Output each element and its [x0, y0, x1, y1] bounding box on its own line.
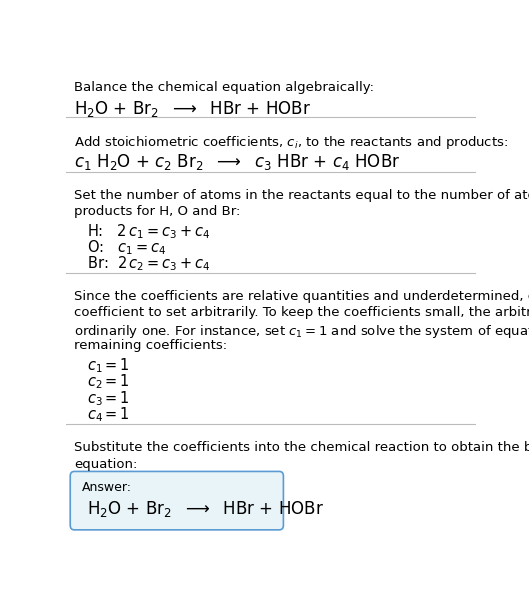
Text: $c_3 = 1$: $c_3 = 1$ [87, 389, 130, 408]
Text: $c_1 = 1$: $c_1 = 1$ [87, 356, 130, 375]
Text: $c_4 = 1$: $c_4 = 1$ [87, 405, 130, 424]
Text: $c_1$ H$_2$O + $c_2$ Br$_2$  $\longrightarrow$  $c_3$ HBr + $c_4$ HOBr: $c_1$ H$_2$O + $c_2$ Br$_2$ $\longrighta… [74, 152, 400, 172]
Text: Answer:: Answer: [81, 481, 132, 493]
Text: $c_2 = 1$: $c_2 = 1$ [87, 373, 130, 392]
Text: equation:: equation: [74, 458, 138, 470]
Text: H$_2$O + Br$_2$  $\longrightarrow$  HBr + HOBr: H$_2$O + Br$_2$ $\longrightarrow$ HBr + … [87, 498, 324, 518]
Text: ordinarily one. For instance, set $c_1 = 1$ and solve the system of equations fo: ordinarily one. For instance, set $c_1 =… [74, 323, 529, 340]
Text: Since the coefficients are relative quantities and underdetermined, choose a: Since the coefficients are relative quan… [74, 290, 529, 304]
Text: products for H, O and Br:: products for H, O and Br: [74, 205, 241, 219]
Text: Balance the chemical equation algebraically:: Balance the chemical equation algebraica… [74, 81, 375, 94]
Text: Br:  $2\,c_2 = c_3 + c_4$: Br: $2\,c_2 = c_3 + c_4$ [87, 255, 211, 274]
Text: remaining coefficients:: remaining coefficients: [74, 339, 227, 352]
Text: Substitute the coefficients into the chemical reaction to obtain the balanced: Substitute the coefficients into the che… [74, 441, 529, 455]
Text: H:   $2\,c_1 = c_3 + c_4$: H: $2\,c_1 = c_3 + c_4$ [87, 222, 210, 241]
Text: O:   $c_1 = c_4$: O: $c_1 = c_4$ [87, 239, 166, 257]
Text: H$_2$O + Br$_2$  $\longrightarrow$  HBr + HOBr: H$_2$O + Br$_2$ $\longrightarrow$ HBr + … [74, 99, 311, 119]
Text: Add stoichiometric coefficients, $c_i$, to the reactants and products:: Add stoichiometric coefficients, $c_i$, … [74, 135, 508, 152]
Text: Set the number of atoms in the reactants equal to the number of atoms in the: Set the number of atoms in the reactants… [74, 189, 529, 202]
FancyBboxPatch shape [70, 472, 284, 530]
Text: coefficient to set arbitrarily. To keep the coefficients small, the arbitrary va: coefficient to set arbitrarily. To keep … [74, 307, 529, 319]
